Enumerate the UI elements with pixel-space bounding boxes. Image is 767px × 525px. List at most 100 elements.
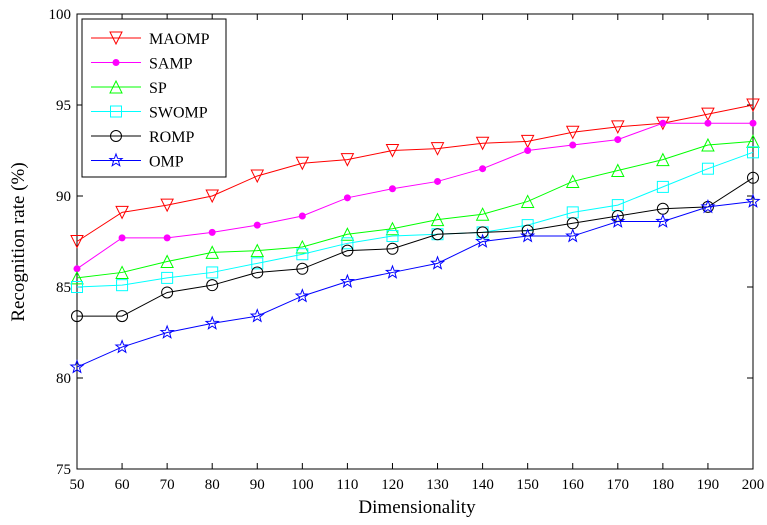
series-line xyxy=(76,151,754,288)
x-tick-label: 80 xyxy=(205,477,220,493)
series-line xyxy=(77,177,754,317)
data-point xyxy=(429,255,446,270)
data-point xyxy=(295,156,310,171)
data-point xyxy=(341,237,354,250)
data-point xyxy=(610,120,625,134)
data-point xyxy=(700,198,716,214)
data-point xyxy=(610,213,626,228)
y-tick-label: 85 xyxy=(56,280,71,296)
legend-label: MAOMP xyxy=(149,31,210,48)
legend-marker xyxy=(109,79,123,94)
data-point xyxy=(749,119,757,127)
x-tick-label: 100 xyxy=(291,477,314,493)
x-tick-label: 150 xyxy=(516,477,539,493)
data-point xyxy=(610,163,625,178)
data-point xyxy=(250,243,265,258)
legend-item-maomp: MAOMP xyxy=(91,31,210,48)
legend-marker xyxy=(109,31,123,46)
data-point xyxy=(701,137,715,152)
data-point xyxy=(340,153,355,167)
data-point xyxy=(388,185,396,193)
series-line xyxy=(76,140,754,279)
y-tick-label: 90 xyxy=(56,189,71,205)
legend-label: SWOMP xyxy=(149,105,208,122)
data-point xyxy=(69,359,85,374)
series-line xyxy=(76,122,753,270)
data-point xyxy=(746,134,760,148)
data-point xyxy=(206,266,219,279)
data-point xyxy=(116,279,129,292)
legend-label: SAMP xyxy=(149,56,193,73)
x-tick-label: 110 xyxy=(336,477,358,493)
data-point xyxy=(476,226,489,239)
data-point xyxy=(343,194,351,202)
data-point xyxy=(115,265,129,279)
x-axis-label: Dimensionality xyxy=(358,497,476,518)
data-point xyxy=(160,198,174,213)
data-point xyxy=(745,193,761,208)
y-tick-label: 80 xyxy=(56,371,71,387)
legend-label: SP xyxy=(149,80,167,97)
data-point xyxy=(339,273,355,288)
x-tick-label: 200 xyxy=(742,477,765,493)
data-point xyxy=(704,119,712,127)
data-point xyxy=(296,248,309,261)
y-tick-label: 100 xyxy=(49,7,72,23)
data-point xyxy=(385,144,400,158)
legend-marker xyxy=(112,59,120,66)
legend-item-sp: SP xyxy=(91,79,167,97)
data-point xyxy=(160,254,174,269)
data-point xyxy=(71,310,83,323)
data-point xyxy=(163,234,171,242)
data-point xyxy=(479,165,487,173)
data-point xyxy=(298,212,306,220)
data-point xyxy=(475,233,491,248)
data-point xyxy=(385,221,400,236)
data-point xyxy=(701,107,715,122)
legend-label: OMP xyxy=(149,154,184,171)
data-point xyxy=(434,177,442,185)
data-point xyxy=(71,281,83,293)
legend-item-omp: OMP xyxy=(91,152,184,171)
y-tick-label: 75 xyxy=(56,462,71,478)
x-tick-label: 120 xyxy=(381,477,404,493)
data-point xyxy=(341,244,354,257)
x-tick-label: 60 xyxy=(115,477,130,493)
data-point xyxy=(208,228,216,236)
x-tick-label: 140 xyxy=(471,477,494,493)
legend-marker xyxy=(110,105,122,118)
x-tick-label: 170 xyxy=(607,477,630,493)
x-tick-label: 70 xyxy=(160,477,175,493)
x-tick-label: 90 xyxy=(250,477,265,493)
legend-item-samp: SAMP xyxy=(91,56,193,73)
x-tick-label: 50 xyxy=(70,477,85,493)
data-point xyxy=(430,142,445,156)
data-point xyxy=(656,152,670,167)
series-romp xyxy=(71,171,759,323)
data-point xyxy=(253,221,261,229)
series-sp xyxy=(70,134,760,285)
data-point xyxy=(384,264,401,279)
data-point xyxy=(250,169,265,184)
data-point xyxy=(655,213,671,228)
data-point xyxy=(431,228,444,241)
data-point xyxy=(565,125,580,140)
legend-label: ROMP xyxy=(149,129,194,146)
data-point xyxy=(340,227,355,241)
data-point xyxy=(520,194,535,208)
data-point xyxy=(249,308,265,323)
x-tick-label: 130 xyxy=(426,477,449,493)
data-point xyxy=(746,98,760,113)
legend-item-romp: ROMP xyxy=(91,129,194,146)
data-point xyxy=(520,228,536,243)
x-tick-label: 180 xyxy=(652,477,675,493)
series-samp xyxy=(73,119,757,273)
data-point xyxy=(386,242,399,255)
series-layer xyxy=(69,98,761,374)
data-point xyxy=(70,235,84,249)
data-point xyxy=(565,174,580,188)
data-point xyxy=(569,141,577,149)
data-point xyxy=(204,315,220,330)
series-maomp xyxy=(70,98,760,249)
plot-area: 50 60 70 80 90 100 110 120 130 140 150 160 170 180 190… xyxy=(49,7,765,493)
